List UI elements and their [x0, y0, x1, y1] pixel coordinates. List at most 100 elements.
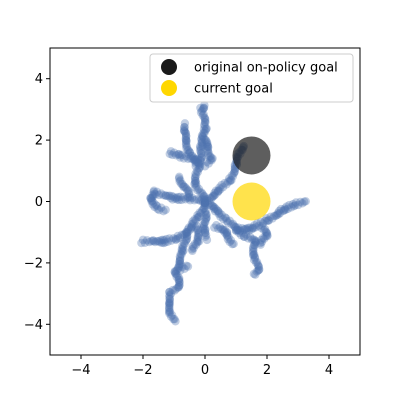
trajectory-point [171, 235, 181, 245]
trajectory-point [256, 217, 266, 227]
trajectory-point [194, 230, 203, 240]
trajectory-point [180, 119, 190, 128]
trajectory-point [198, 111, 207, 120]
trajectory-point [221, 214, 231, 223]
trajectory-point [182, 228, 192, 238]
trajectory-point [201, 224, 210, 234]
trajectory-point [193, 167, 203, 177]
trajectory-layer [137, 101, 310, 326]
trajectory-point [193, 232, 202, 242]
trajectory-point [203, 142, 212, 151]
trajectory-point [147, 193, 156, 203]
trajectory-point [174, 195, 184, 205]
trajectory-point [247, 224, 256, 234]
trajectory-point [191, 154, 200, 164]
trajectory-point [250, 254, 260, 263]
trajectory-point [165, 292, 174, 301]
trajectory-point [147, 197, 156, 206]
trajectory-point [243, 234, 253, 243]
trajectory-point [252, 267, 261, 276]
trajectory-point [165, 287, 174, 297]
trajectory-point [223, 218, 233, 227]
trajectory-point [237, 223, 247, 233]
trajectory-point [150, 202, 159, 212]
trajectory-point [189, 243, 198, 253]
trajectory-point [298, 199, 307, 208]
trajectory-point [180, 127, 189, 136]
trajectory-point [202, 124, 211, 133]
trajectory-point [248, 250, 258, 260]
trajectory-point [183, 193, 192, 203]
trajectory-point [179, 230, 188, 240]
trajectory-point [165, 306, 174, 315]
trajectory-point [236, 226, 245, 235]
trajectory-point [200, 228, 210, 238]
trajectory-point [179, 239, 189, 248]
trajectory-branch-9 [176, 261, 193, 275]
trajectory-branch-15 [210, 221, 238, 249]
trajectory-point [240, 232, 249, 242]
trajectory-point [209, 204, 219, 214]
legend-box [149, 53, 354, 103]
legend-marker [161, 59, 177, 75]
trajectory-point [197, 152, 206, 162]
trajectory-point [203, 146, 212, 156]
trajectory-point [145, 237, 154, 247]
trajectory-point [196, 156, 206, 166]
trajectory-point [196, 196, 205, 206]
trajectory-branch-8 [164, 228, 192, 326]
trajectory-point [171, 234, 180, 244]
trajectory-point [198, 132, 207, 141]
trajectory-point [197, 195, 207, 204]
trajectory-point [205, 152, 214, 161]
trajectory-point [166, 312, 176, 321]
trajectory-point [199, 128, 208, 138]
trajectory-point [190, 155, 200, 164]
trajectory-point [180, 239, 190, 249]
trajectory-point [261, 227, 271, 237]
trajectory-point [173, 195, 182, 204]
x-tick-label: −4 [71, 363, 90, 378]
trajectory-point [191, 240, 201, 250]
trajectory-point [199, 103, 208, 113]
trajectory-point [249, 244, 258, 254]
trajectory-point [300, 197, 309, 206]
trajectory-point [168, 311, 177, 320]
trajectory-point [191, 159, 200, 168]
trajectory-point [152, 237, 162, 246]
trajectory-point [220, 226, 230, 235]
trajectory-point [220, 213, 230, 222]
trajectory-point [181, 128, 190, 137]
trajectory-point [184, 149, 193, 159]
trajectory-point [194, 164, 203, 173]
trajectory-point [216, 185, 225, 194]
legend-label: current goal [194, 82, 273, 97]
trajectory-point [163, 191, 173, 201]
trajectory-branch-11 [199, 206, 212, 245]
trajectory-point [227, 171, 236, 180]
trajectory-point [251, 236, 261, 246]
trajectory-point [188, 246, 197, 256]
trajectory-point [202, 138, 212, 147]
trajectory-point [176, 249, 185, 259]
trajectory-branch-13 [231, 197, 310, 235]
trajectory-point [209, 202, 218, 211]
trajectory-point [168, 195, 177, 204]
trajectory-point [193, 238, 202, 247]
trajectory-point [152, 201, 162, 211]
trajectory-point [219, 214, 228, 224]
trajectory-point [175, 255, 185, 265]
trajectory-point [279, 206, 289, 215]
trajectory-point [179, 181, 188, 191]
trajectory-point [177, 179, 186, 189]
trajectory-point [271, 211, 280, 221]
trajectory-point [236, 230, 246, 240]
trajectory-point [288, 199, 298, 209]
trajectory-point [276, 204, 286, 214]
trajectory-point [195, 156, 205, 165]
trajectory-point [250, 240, 259, 250]
trajectory-point [262, 214, 271, 223]
trajectory-point [175, 233, 184, 242]
trajectory-point [177, 246, 187, 255]
goal-marker-layer [232, 136, 271, 221]
